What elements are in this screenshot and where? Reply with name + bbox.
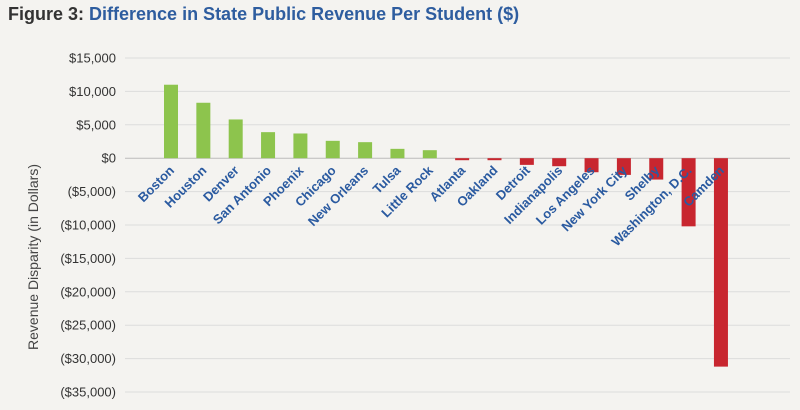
bar [261, 132, 276, 159]
bar [519, 158, 534, 165]
y-tick-label: ($35,000) [60, 385, 116, 400]
bar [584, 158, 599, 173]
y-tick-label: $5,000 [76, 117, 116, 132]
bar [196, 102, 211, 159]
bar [552, 158, 567, 167]
bar [164, 84, 178, 159]
y-tick-label: ($10,000) [60, 218, 116, 233]
bar [293, 133, 308, 159]
bar [358, 142, 373, 159]
figure-title: Difference in State Public Revenue Per S… [89, 4, 520, 24]
bars [164, 84, 728, 367]
y-axis-ticks: $15,000 $10,000 $5,000 $0 ($5,000) ($10,000) (… [60, 51, 116, 400]
bar [455, 158, 470, 161]
bar [390, 148, 405, 159]
y-tick-label: ($25,000) [60, 318, 116, 333]
bar [681, 158, 696, 227]
chart-title: Figure 3: Difference in State Public Rev… [8, 4, 519, 25]
y-axis-label: Revenue Disparity (in Dollars) [25, 164, 41, 350]
figure-number: Figure 3: [8, 4, 85, 24]
y-tick-label: $10,000 [69, 84, 116, 99]
bar [713, 158, 728, 367]
bar [325, 140, 340, 159]
y-tick-label: ($20,000) [60, 284, 116, 299]
bar [228, 119, 243, 159]
y-tick-label: ($30,000) [60, 351, 116, 366]
y-tick-label: ($5,000) [68, 184, 116, 199]
bar [649, 158, 664, 180]
bar [487, 158, 502, 161]
y-tick-label: ($15,000) [60, 251, 116, 266]
bar [616, 158, 631, 175]
y-tick-label: $15,000 [69, 51, 116, 66]
bar [422, 150, 437, 159]
y-tick-label: $0 [102, 151, 116, 166]
